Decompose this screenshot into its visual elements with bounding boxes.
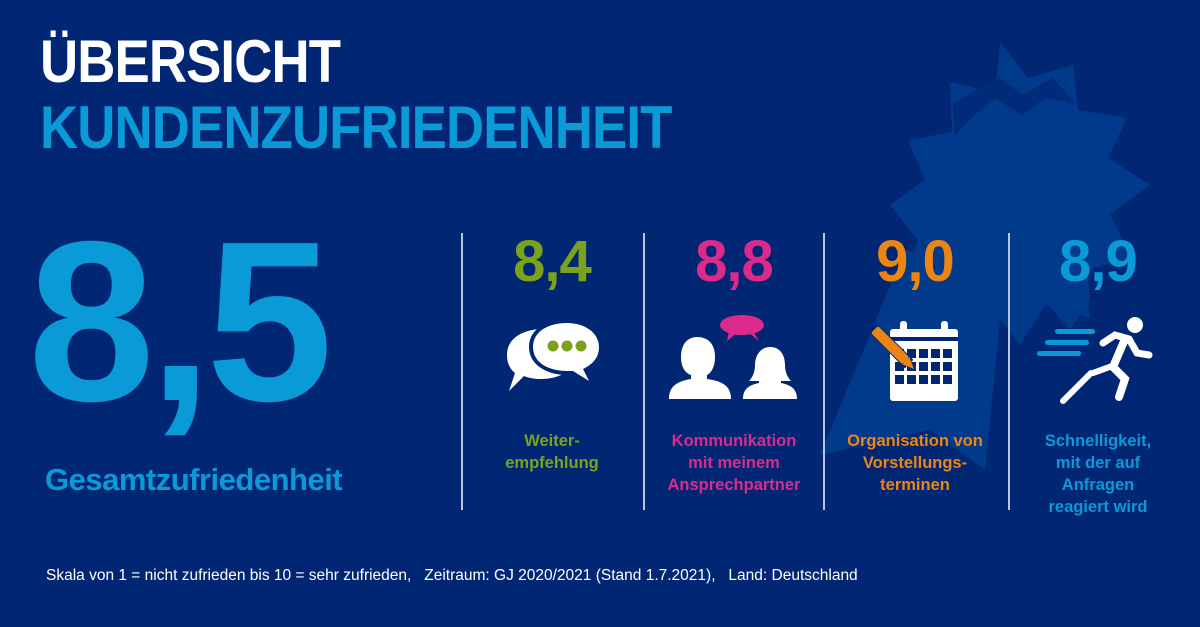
metric-value: 9,0 [876,229,955,294]
divider [461,233,463,510]
overall-score: 8,5 [28,195,333,449]
footnote-period: Zeitraum: GJ 2020/2021 (Stand 1.7.2021), [424,567,716,584]
metric-communication: 8,8 Kommunikation mit meinem Ansprechpar… [644,232,824,496]
metric-label: Schnelligkeit, mit der auf Anfragen reag… [1044,432,1152,516]
speech-bubbles-icon [462,310,642,410]
metric-value: 8,9 [1059,229,1138,294]
footnote-country: Land: Deutschland [728,567,858,584]
running-person-icon [1008,310,1188,410]
metric-speed: 8,9 Schnelligkeit, mit der auf Anfragen … [1008,232,1188,518]
metric-value: 8,4 [513,229,592,294]
divider [1008,233,1010,510]
metric-label: Kommunikation mit meinem Ansprechpartner [667,432,801,494]
footnote-scale: Skala von 1 = nicht zufrieden bis 10 = s… [46,567,412,584]
title-line-2: KUNDENZUFRIEDENHEIT [40,94,672,161]
title-line-1: ÜBERSICHT [40,28,341,95]
divider [823,233,825,510]
divider [643,233,645,510]
metric-organisation: 9,0 Organisation von [825,232,1005,496]
metric-label: Weiter- empfehlung [505,432,599,472]
metric-recommendation: 8,4 Weiter- empfehlung [462,232,642,474]
people-conversation-icon [644,310,824,410]
calendar-pencil-icon [825,310,1005,410]
metric-value: 8,8 [695,229,774,294]
metric-label: Organisation von Vorstellungs- terminen [847,432,983,494]
footnote: Skala von 1 = nicht zufrieden bis 10 = s… [46,567,858,585]
overall-score-label: Gesamtzufriedenheit [45,462,343,497]
